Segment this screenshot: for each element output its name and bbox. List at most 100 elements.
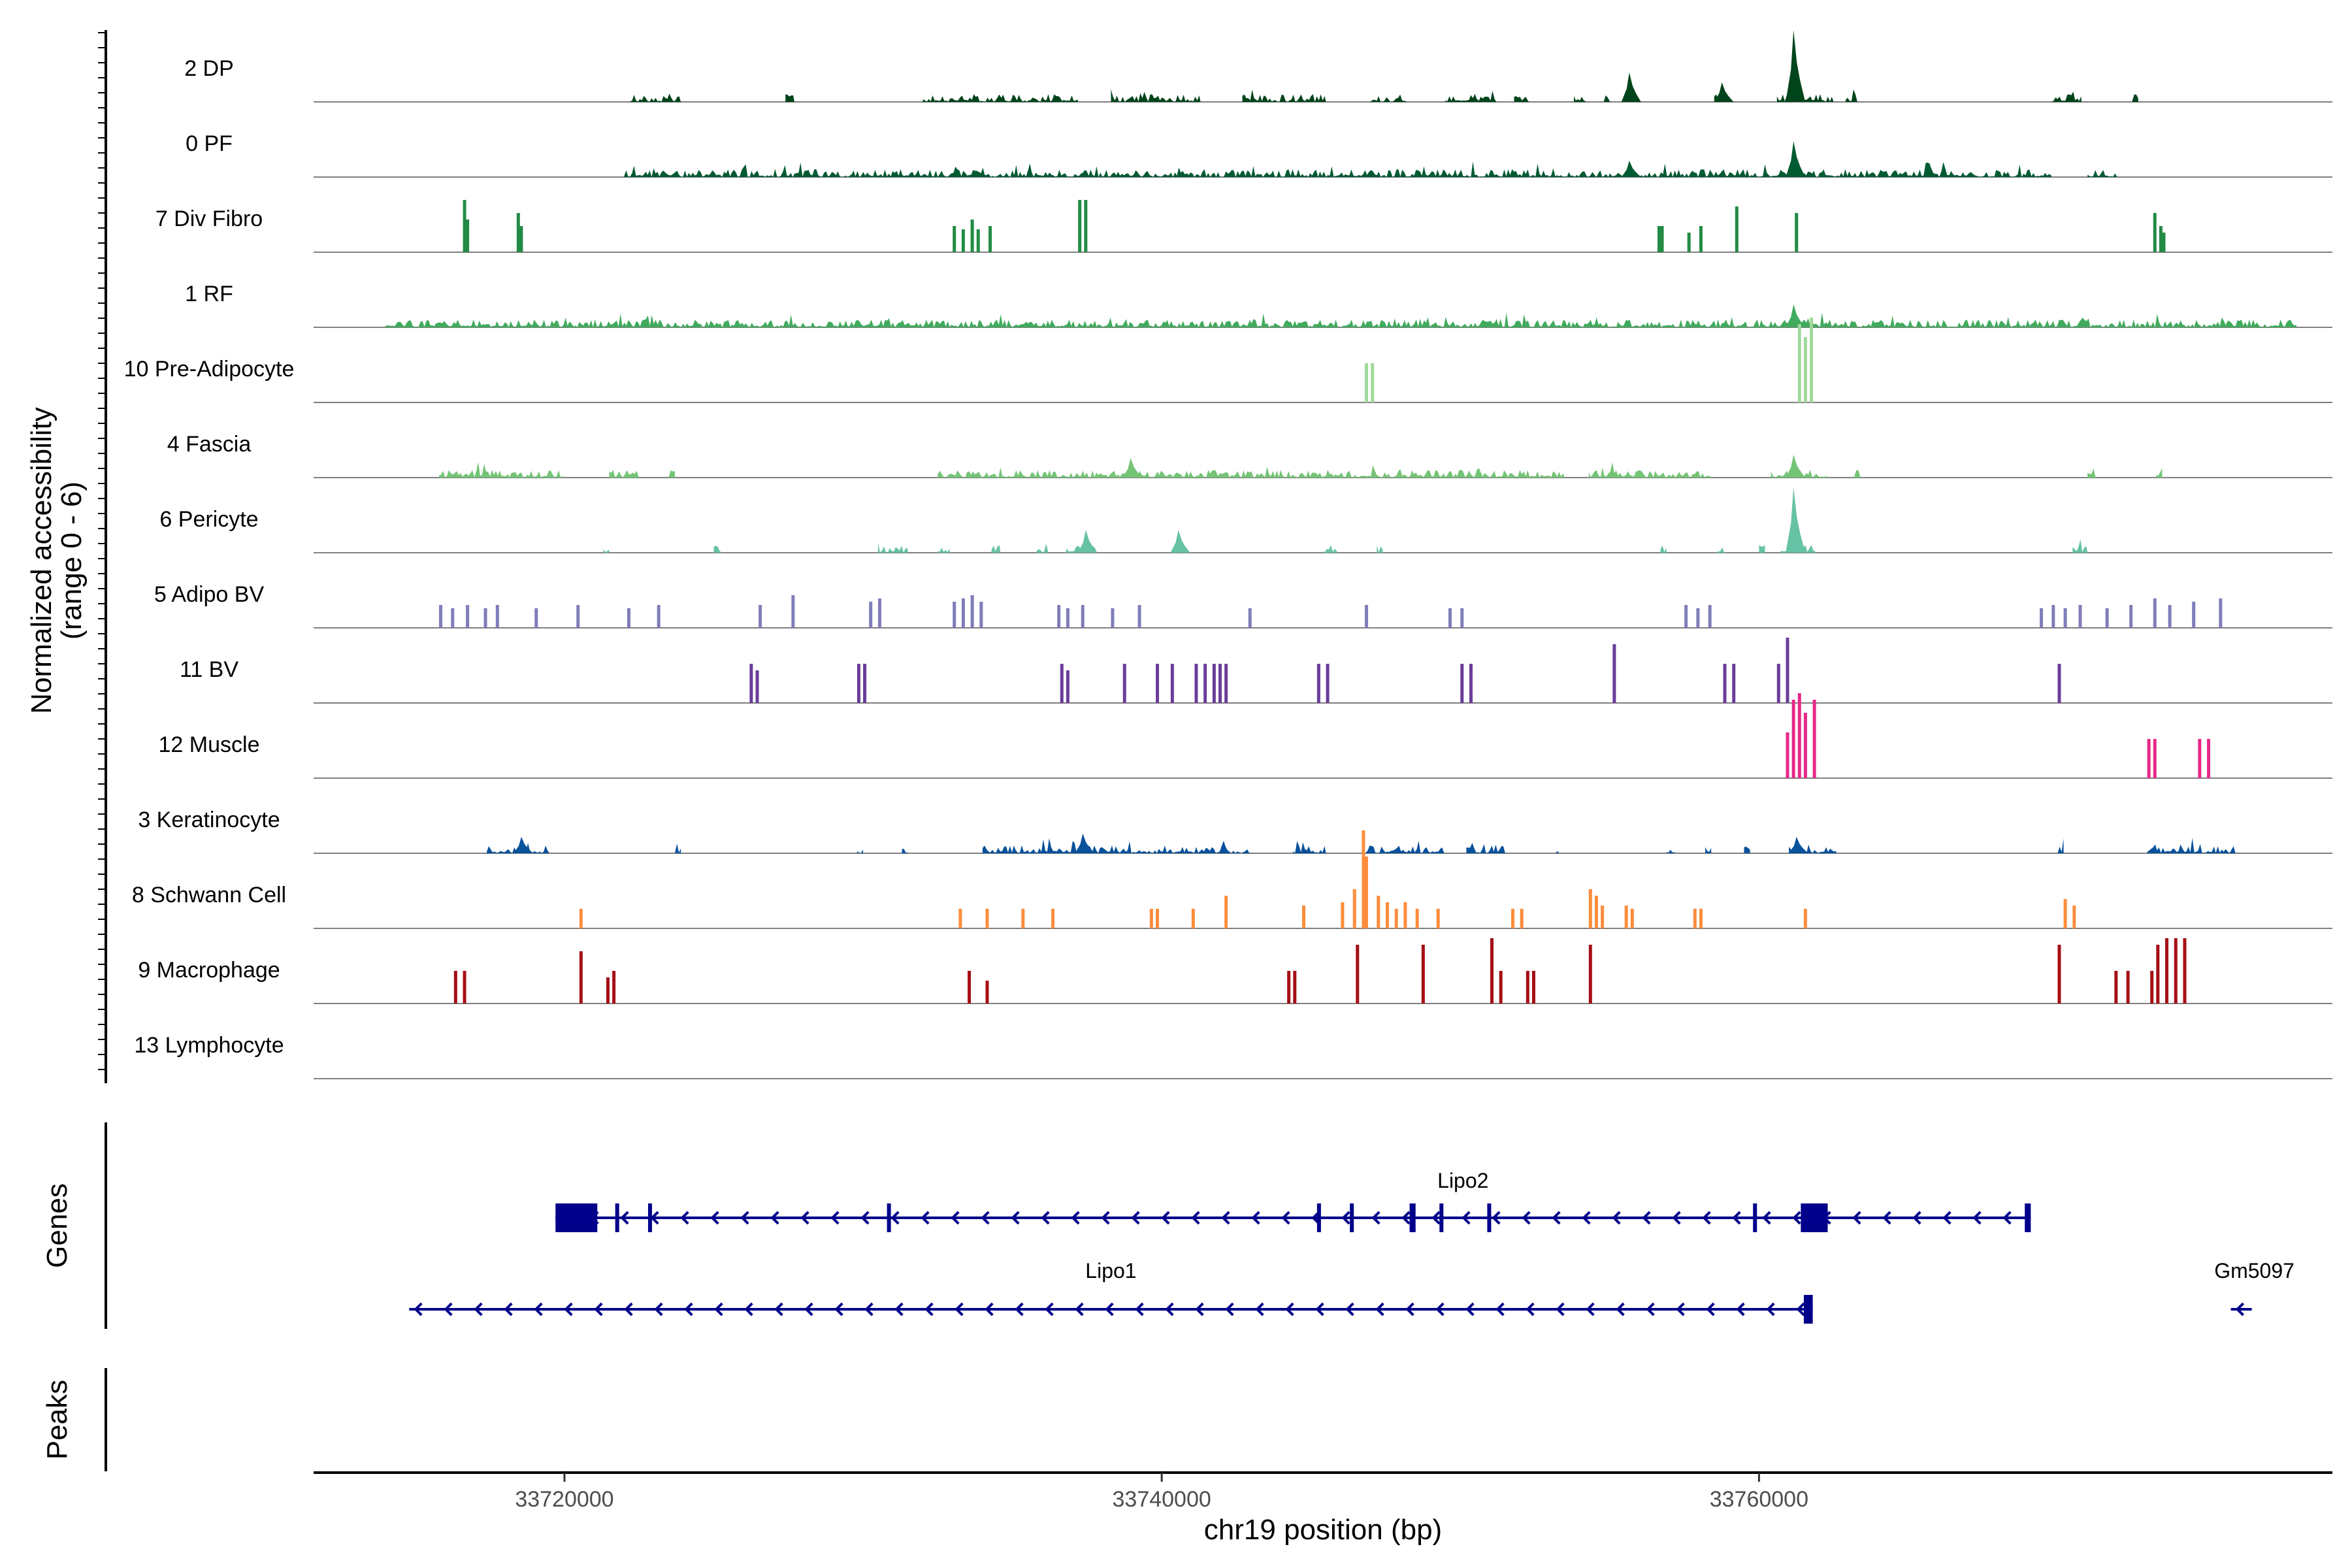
signal-coverage [1377,545,1383,553]
signal-bar [466,220,470,252]
signal-bar [1021,909,1025,928]
signal-bar [627,608,630,628]
signal-coverage [1556,851,1560,853]
strand-arrow [414,1302,423,1316]
signal-bar [2165,938,2169,1004]
strand-arrow [1105,1302,1114,1316]
signal-peak [1075,834,1095,853]
signal-bar [1657,226,1661,252]
signal-bar [1797,693,1801,778]
strand-arrow [1431,1211,1441,1225]
strand-arrow [534,1302,543,1316]
signal-bar [1377,896,1380,928]
signal-coverage [1111,89,1201,102]
strand-arrow [1796,1302,1805,1316]
track-label: 13 Lymphocyte [134,1033,284,1058]
track-12-muscle: 12 Muscle [159,693,2332,779]
signal-coverage [1588,462,1712,478]
signal-bar [2126,971,2130,1004]
signal-coverage [609,470,640,478]
signal-bar [2150,971,2154,1004]
gene-exon [2025,1203,2031,1232]
signal-coverage [1036,544,1049,553]
signal-coverage [1854,470,1864,478]
signal-bar [1436,909,1440,928]
strand-arrow [1616,1302,1625,1316]
track-7-div-fibro: 7 Div Fibro [155,200,2332,253]
signal-bar [1287,971,1291,1004]
signal-bar [2105,608,2109,628]
signal-coverage [439,462,564,478]
signal-bar [2057,945,2061,1004]
gene-exon [615,1203,619,1232]
strand-arrow [1041,1211,1050,1225]
signal-bar [857,664,860,703]
signal-bar [1786,638,1789,703]
signal-bar [1684,605,1688,628]
strand-arrow [594,1302,603,1316]
strand-arrow [1465,1302,1475,1316]
signal-bar [1302,906,1306,928]
gene-layer: Lipo2 Lipo1 Gm5097 [409,1169,2295,1324]
y-axis-label-line1: Normalized accessibility [25,407,57,713]
strand-arrow [1341,1211,1350,1225]
signal-bar [1078,200,1082,252]
signal-bar [1156,664,1160,703]
signal-coverage [991,545,1001,553]
signal-bar [579,909,583,928]
signal-bar [2153,213,2157,252]
gene-exon [555,1203,598,1232]
signal-bar [579,951,583,1004]
track-label: 8 Schwann Cell [132,883,286,907]
gene-label: Lipo2 [1437,1169,1488,1192]
strand-arrow [1552,1211,1561,1225]
signal-coverage [668,470,676,478]
track-8-schwann-cell: 8 Schwann Cell [132,830,2332,929]
strand-arrow [2235,1302,2245,1316]
signal-peak [1786,141,1806,177]
signal-bar [1693,909,1697,928]
signal-bar [1588,945,1592,1004]
signal-bar [466,605,470,628]
strand-arrow [985,1302,994,1316]
signal-bar [2057,664,2061,703]
strand-arrow [1011,1211,1020,1225]
signal-bar [516,213,520,252]
signal-coverage [923,94,1079,102]
strand-arrow [951,1211,960,1225]
signal-coverage [603,549,610,553]
strand-arrow [1732,1211,1741,1225]
signal-coverage [902,849,908,853]
signal-bar [1795,213,1799,252]
gene-exon [1350,1203,1354,1232]
track-4-fascia: 4 Fascia [167,432,2332,478]
strand-arrow [1736,1302,1745,1316]
signal-bar [1786,732,1789,778]
signal-bar [1066,670,1070,703]
strand-arrow [1161,1211,1170,1225]
signal-bar [2072,906,2076,928]
strand-arrow [1706,1302,1715,1316]
signal-peak [1788,837,1808,853]
signal-bar [453,971,457,1004]
signal-coverage [1666,849,1676,853]
x-tick-label: 33720000 [515,1487,613,1512]
signal-bar [1057,605,1061,628]
signal-bar [495,605,499,628]
signal-coverage [2087,468,2097,478]
track-label: 11 BV [180,657,238,682]
strand-arrow [1135,1302,1144,1316]
signal-bar [1111,608,1115,628]
strand-arrow [1251,1211,1260,1225]
signal-bar [1137,605,1141,628]
strand-arrow [830,1211,840,1225]
strand-arrow [1221,1211,1230,1225]
signal-bar [988,226,992,252]
signal-bar [2162,233,2166,252]
signal-bar [1224,664,1228,703]
track-label: 1 RF [185,282,233,306]
tracks-y-axis-ticks [98,32,106,1070]
signal-bar [2078,605,2082,628]
signal-coverage [2156,468,2163,478]
signal-bar [791,595,795,628]
